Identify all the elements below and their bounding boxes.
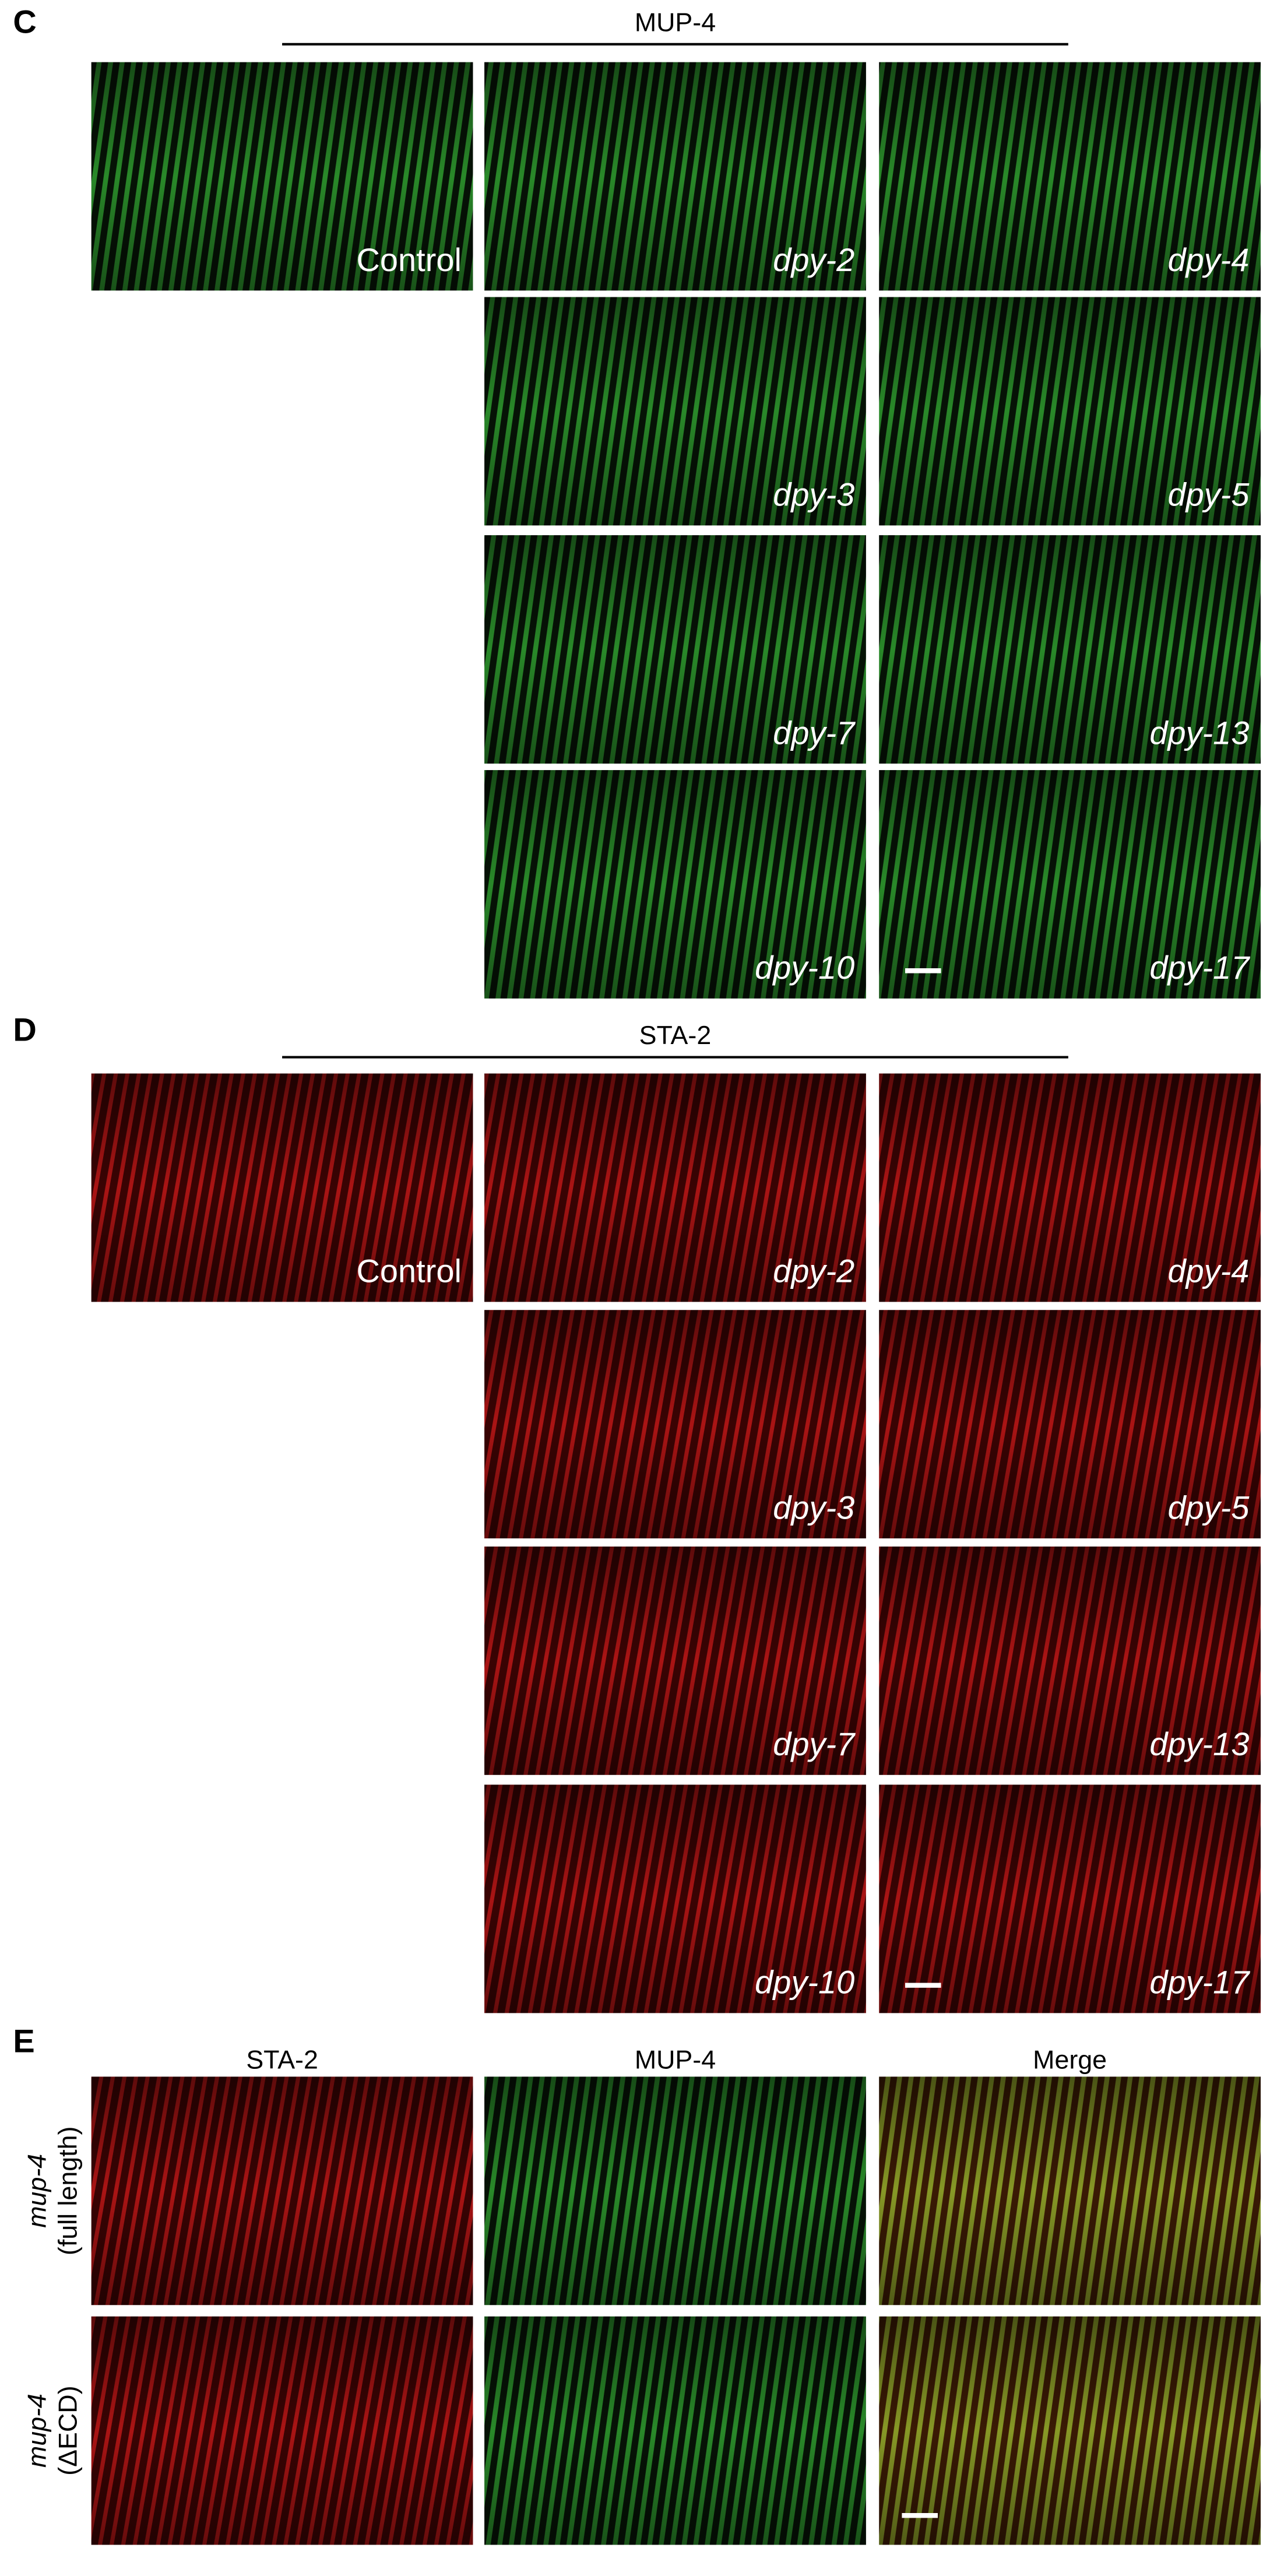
image-shading [879,770,1261,999]
panel-label: C [13,3,36,40]
image-caption: dpy-17 [1149,1964,1250,2001]
image-shading [484,1073,866,1302]
column-header: MUP-4 [635,2045,716,2074]
panel-title: STA-2 [639,1021,712,1050]
image-shading [91,1073,473,1302]
panel-label: E [13,2022,34,2059]
row-label-variant: (ΔECD) [54,2386,83,2476]
image-caption: dpy-4 [1167,1253,1249,1289]
image-caption: dpy-10 [755,1964,854,2001]
column-header: STA-2 [246,2045,318,2074]
column-header: Merge [1033,2045,1107,2074]
image-caption: Control [357,1253,462,1289]
panel-title: MUP-4 [635,8,716,37]
image-shading [879,2316,1261,2545]
image-shading [879,1547,1261,1775]
image-shading [484,297,866,526]
panel-label: D [13,1011,36,1048]
image-shading [484,2076,866,2306]
image-shading [484,1547,866,1775]
image-caption: dpy-17 [1149,949,1250,986]
image-caption: Control [357,241,462,278]
image-shading [484,2316,866,2545]
image-shading [879,62,1261,291]
image-caption: dpy-7 [773,714,856,751]
row-label-gene: mup-4 [22,2394,51,2468]
image-caption: dpy-13 [1149,714,1249,751]
image-shading [91,2316,473,2545]
image-caption: dpy-2 [773,241,854,278]
image-shading [879,1073,1261,1302]
image-shading [484,770,866,999]
image-caption: dpy-2 [773,1253,854,1289]
image-caption: dpy-10 [755,949,854,986]
image-caption: dpy-5 [1167,476,1250,513]
image-shading [879,297,1261,526]
image-shading [879,1310,1261,1539]
image-shading [91,2076,473,2306]
image-caption: dpy-13 [1149,1725,1249,1762]
image-shading [484,1310,866,1539]
image-shading [879,1784,1261,2013]
image-caption: dpy-4 [1167,241,1249,278]
image-caption: dpy-7 [773,1725,856,1762]
image-caption: dpy-3 [773,476,854,513]
image-shading [879,2076,1261,2306]
image-shading [484,1784,866,2013]
image-shading [484,535,866,764]
image-shading [879,535,1261,764]
image-shading [484,62,866,291]
image-caption: dpy-3 [773,1489,854,1526]
row-label-variant: (full length) [54,2127,83,2255]
image-caption: dpy-5 [1167,1489,1250,1526]
row-label-gene: mup-4 [22,2154,51,2228]
image-shading [91,62,473,291]
